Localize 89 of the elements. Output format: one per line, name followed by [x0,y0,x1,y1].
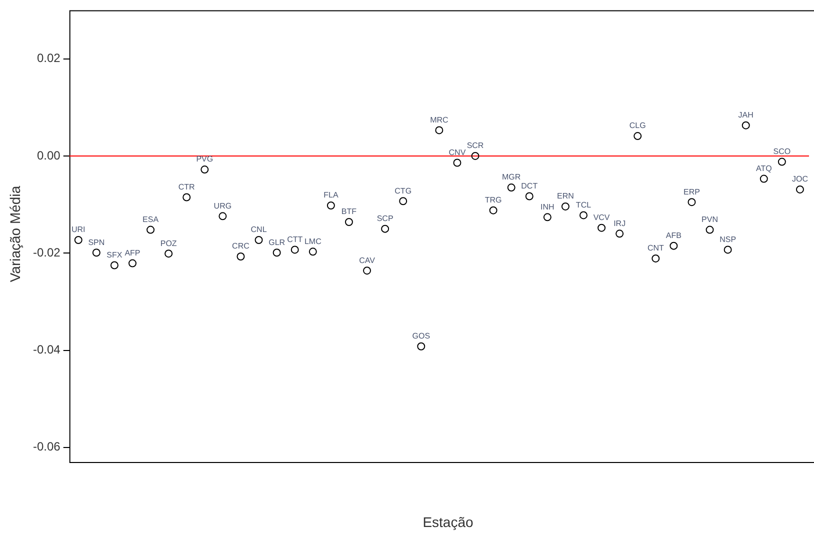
point [742,121,750,130]
data-label: JAH [738,110,754,120]
data-label: POZ [160,238,177,248]
y-tick-label: 0.02 [36,51,61,66]
point [164,250,173,258]
point [471,152,480,160]
data-label: CRC [232,242,250,251]
data-label: SCP [376,214,394,224]
point [92,248,100,257]
data-label: TRG [484,196,502,205]
data-label: ESA [142,214,160,224]
data-label: AFB [666,231,682,240]
data-label: ERP [684,187,700,196]
data-label: CNL [250,225,268,234]
data-label: CLG [629,121,646,130]
y-tick-label: 0.00 [36,148,61,162]
point [200,166,209,174]
data-label: SCO [773,146,791,156]
x-axis-title: Estação [422,514,474,530]
data-label: AFP [124,248,140,258]
data-label: CTR [178,182,196,192]
point [760,174,768,183]
point [525,192,534,200]
data-label: CAV [359,256,376,265]
point [489,206,498,214]
point [435,126,444,134]
data-label: DCT [521,181,538,190]
point [561,202,570,210]
data-label: SFX [106,250,123,260]
point [290,246,299,254]
point [724,246,732,254]
data-label: URG [214,201,232,210]
point [326,201,335,210]
point [796,185,804,194]
point [453,158,462,167]
point [74,236,82,244]
point [146,226,155,234]
data-label: ATQ [756,164,772,173]
point [543,213,552,222]
data-label: SPN [88,238,105,247]
point [182,193,191,202]
point [579,211,588,220]
data-label: CTT [287,234,303,244]
y-tick-label: -0.04 [32,342,61,357]
data-label: BTF [341,207,357,216]
point [399,197,408,206]
point [417,342,426,350]
point [110,261,118,270]
data-label: URI [71,225,86,234]
data-label: INH [540,202,555,212]
point [218,212,227,220]
data-label: FLA [324,190,339,200]
data-label: PVN [702,214,718,224]
point [381,224,390,233]
point [272,248,281,257]
point [688,198,696,206]
y-axis-title: Variação Média [7,186,23,282]
data-label: VCV [593,213,610,222]
data-label: ERN [557,192,574,201]
point [706,226,714,234]
point [236,252,245,261]
point [363,266,372,275]
y-tick-label: -0.06 [32,440,61,454]
point [652,254,660,262]
point [670,242,678,250]
data-label: MRC [430,115,449,124]
point [634,132,642,140]
data-label: CNV [448,148,466,157]
data-label: MGR [502,172,521,182]
data-label: TCL [576,200,592,210]
data-label: LMC [304,236,322,246]
data-label: CTG [394,186,412,196]
point [507,184,516,192]
data-label: IRJ [614,218,626,228]
data-label: JOC [792,174,808,184]
y-tick-label: -0.02 [32,245,61,260]
point [128,259,136,268]
point [778,158,786,166]
point [616,230,624,238]
data-label: GLR [268,238,286,247]
data-label: CNT [647,244,664,253]
point [598,224,606,232]
data-label: GOS [412,332,430,341]
data-label: PVG [196,154,214,164]
point [344,218,353,226]
data-label: SCR [466,141,484,150]
point [254,236,263,244]
point [308,248,317,256]
data-label: NSP [720,234,736,244]
